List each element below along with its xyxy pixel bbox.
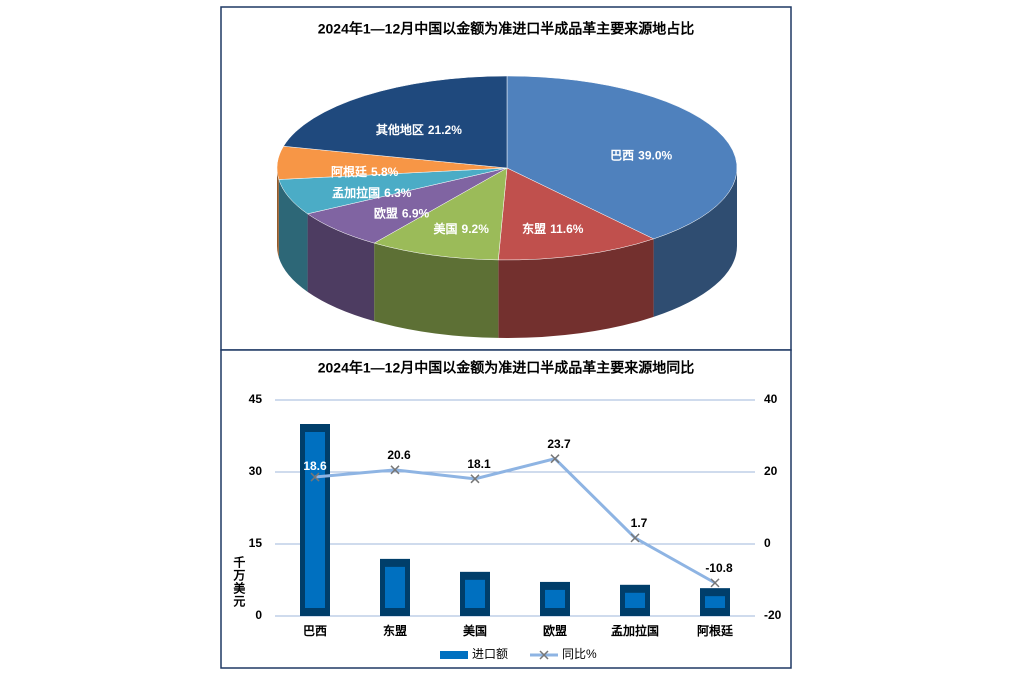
bar-face: [545, 589, 565, 608]
data-label: 美国 9.2%: [434, 221, 490, 236]
marker: [550, 454, 560, 464]
pie-side: [653, 168, 737, 317]
y-tick-label: 0: [255, 608, 262, 622]
category-label: 巴西: [610, 149, 634, 163]
category-label: 欧盟: [374, 206, 398, 221]
bar-face: [705, 596, 725, 608]
data-label: 1.7: [631, 516, 648, 530]
data-label: 23.7: [547, 437, 571, 451]
marker: [310, 472, 320, 482]
x-tick-label: 东盟: [383, 623, 407, 638]
legend-swatch: [440, 651, 468, 659]
bar-face: [385, 566, 405, 608]
data-label: 20.6: [387, 448, 411, 462]
category-label: 阿根廷: [331, 164, 368, 179]
pie-side: [278, 179, 308, 292]
data-label: 18.1: [467, 457, 491, 471]
data-label: -10.8: [705, 561, 733, 575]
marker: [390, 465, 400, 475]
value-label: 39.0%: [638, 149, 672, 163]
y2-tick-label: -20: [764, 608, 782, 622]
y2-tick-label: 40: [764, 392, 778, 406]
pie-slice: [373, 167, 508, 261]
marker: [470, 474, 480, 484]
legend-label: 进口额: [472, 647, 508, 661]
value-label: 6.9%: [402, 207, 430, 221]
x-tick-label: 欧盟: [543, 623, 567, 638]
category-label: 东盟: [522, 221, 546, 236]
x-tick-label: 孟加拉国: [611, 623, 659, 638]
x-tick-label: 巴西: [303, 624, 327, 638]
data-label: 欧盟 6.9%: [374, 206, 430, 221]
marker: [710, 578, 720, 588]
value-label: 9.2%: [462, 222, 490, 236]
data-label: 其他地区 21.2%: [376, 122, 462, 137]
data-label: 孟加拉国 6.3%: [332, 185, 412, 200]
y-tick-label: 45: [249, 392, 263, 406]
legend-marker: [539, 650, 549, 660]
category-label: 孟加拉国: [332, 185, 380, 200]
chart-title: 2024年1—12月中国以金额为准进口半成品革主要来源地同比: [318, 360, 695, 376]
marker: [630, 533, 640, 543]
pie: 巴西 39.0% 东盟 11.6% 美国 9.2% 欧盟 6.9% 孟加拉国 6.3% 阿根廷 5.8…: [276, 75, 738, 339]
pie-side: [277, 168, 279, 258]
value-label: 6.3%: [384, 186, 412, 200]
category-label: 美国: [434, 221, 458, 236]
bar-face: [625, 592, 645, 608]
value-label: 21.2%: [428, 123, 462, 137]
pie-side: [307, 213, 375, 322]
value-label: 11.6%: [550, 222, 584, 236]
pie-side: [374, 243, 499, 338]
y-tick-label: 15: [249, 536, 263, 550]
line: [314, 457, 716, 585]
data-label: 东盟 11.6%: [522, 221, 584, 236]
y2-tick-label: 20: [764, 464, 778, 478]
legend-label: 同比%: [562, 647, 597, 661]
value-label: 5.8%: [371, 165, 399, 179]
y2-tick-label: 0: [764, 536, 771, 550]
pie-slice: [498, 167, 655, 261]
pie-slice: [283, 75, 508, 169]
y-axis-label: 千万美元: [232, 555, 246, 608]
data-label: 巴西 39.0%: [610, 149, 672, 163]
x-tick-label: 美国: [463, 623, 487, 638]
pie-slice: [506, 75, 738, 240]
x-tick-label: 阿根廷: [697, 623, 734, 638]
y-tick-label: 30: [249, 464, 263, 478]
pie-side: [498, 238, 654, 339]
data-label: 18.6: [303, 459, 327, 473]
bar-face: [465, 579, 485, 608]
category-label: 其他地区: [376, 122, 424, 137]
data-label: 阿根廷 5.8%: [331, 164, 399, 179]
chart-title: 2024年1—12月中国以金额为准进口半成品革主要来源地占比: [318, 21, 695, 37]
